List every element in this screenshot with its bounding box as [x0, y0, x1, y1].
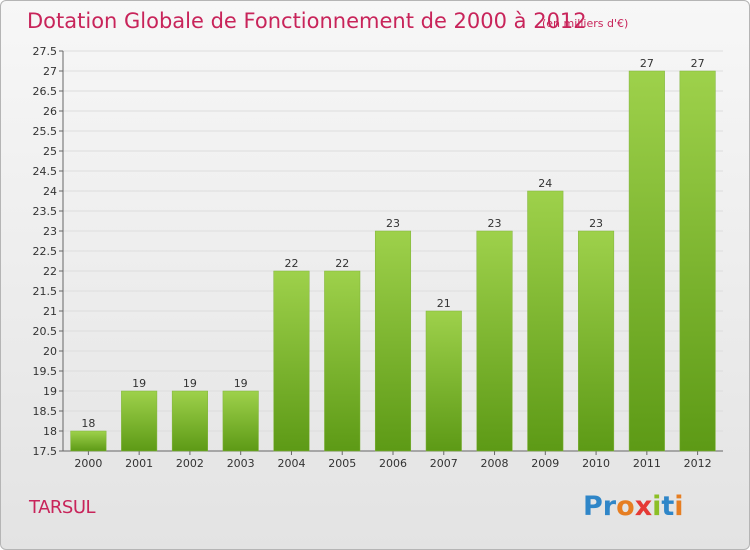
value-label: 18	[81, 417, 95, 430]
bar-2009	[527, 190, 564, 452]
y-tick-label: 27	[43, 65, 57, 78]
bar-2011	[628, 70, 665, 452]
value-label: 23	[386, 217, 400, 230]
logo-letter: o	[616, 491, 635, 522]
value-label: 23	[589, 217, 603, 230]
y-tick-label: 27.5	[33, 45, 58, 58]
logo-letter: i	[652, 491, 662, 522]
x-tick-label: 2001	[125, 457, 153, 470]
x-tick-label: 2011	[633, 457, 661, 470]
x-tick-label: 2005	[328, 457, 356, 470]
y-tick-label: 24.5	[33, 165, 58, 178]
bar-2006	[374, 230, 412, 452]
y-tick-label: 22.5	[33, 245, 58, 258]
logo-letter: t	[661, 491, 675, 522]
y-tick-label: 19.5	[33, 365, 58, 378]
value-label: 19	[234, 377, 248, 390]
y-tick-label: 18.5	[33, 405, 58, 418]
x-tick-label: 2009	[531, 457, 559, 470]
y-tick-label: 25.5	[33, 125, 58, 138]
chart-subtitle: (en milliers d'€)	[542, 17, 629, 30]
bar-2010	[578, 230, 615, 452]
value-label: 24	[538, 177, 552, 190]
logo-letter: P	[583, 491, 603, 522]
y-tick-label: 23	[43, 225, 57, 238]
logo-letter: i	[674, 491, 684, 522]
value-label: 27	[691, 57, 705, 70]
logo-letter: x	[634, 491, 653, 522]
bar-2005	[324, 270, 361, 452]
value-label: 23	[488, 217, 502, 230]
y-tick-label: 18	[43, 425, 57, 438]
value-label: 21	[437, 297, 451, 310]
x-tick-label: 2004	[277, 457, 305, 470]
value-label: 27	[640, 57, 654, 70]
y-tick-label: 23.5	[33, 205, 58, 218]
value-label: 19	[132, 377, 146, 390]
value-label: 22	[284, 257, 298, 270]
bar-2004	[273, 270, 310, 452]
x-tick-label: 2006	[379, 457, 407, 470]
value-label: 22	[335, 257, 349, 270]
bar-2008	[476, 230, 513, 452]
commune-name: TARSUL	[29, 497, 96, 518]
x-tick-label: 2007	[430, 457, 458, 470]
x-tick-label: 2012	[684, 457, 712, 470]
value-label: 19	[183, 377, 197, 390]
proxiti-logo: Proxiti	[583, 491, 684, 522]
y-tick-label: 26	[43, 105, 57, 118]
y-tick-label: 21	[43, 305, 57, 318]
bar-2012	[679, 70, 716, 452]
x-tick-label: 2000	[74, 457, 102, 470]
x-tick-label: 2003	[227, 457, 255, 470]
y-tick-label: 22	[43, 265, 57, 278]
bar-2000	[70, 430, 107, 452]
y-tick-label: 26.5	[33, 85, 58, 98]
y-tick-label: 24	[43, 185, 57, 198]
bar-2007	[425, 310, 462, 452]
bar-2002	[171, 390, 208, 452]
logo-letter: r	[602, 491, 617, 522]
y-tick-label: 20.5	[33, 325, 58, 338]
x-tick-label: 2010	[582, 457, 610, 470]
chart-title: Dotation Globale de Fonctionnement de 20…	[27, 9, 587, 33]
y-tick-label: 21.5	[33, 285, 58, 298]
bar-2001	[121, 390, 158, 452]
bar-2003	[222, 390, 259, 452]
y-tick-label: 19	[43, 385, 57, 398]
y-tick-label: 17.5	[33, 445, 58, 458]
y-tick-label: 25	[43, 145, 57, 158]
x-tick-label: 2008	[481, 457, 509, 470]
x-tick-label: 2002	[176, 457, 204, 470]
y-tick-label: 20	[43, 345, 57, 358]
